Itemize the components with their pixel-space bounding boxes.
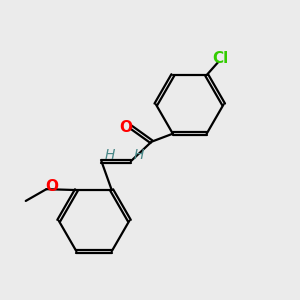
- Text: Cl: Cl: [212, 51, 228, 66]
- Text: O: O: [46, 179, 59, 194]
- Text: O: O: [119, 119, 132, 134]
- Text: H: H: [104, 148, 115, 162]
- Text: H: H: [134, 148, 144, 162]
